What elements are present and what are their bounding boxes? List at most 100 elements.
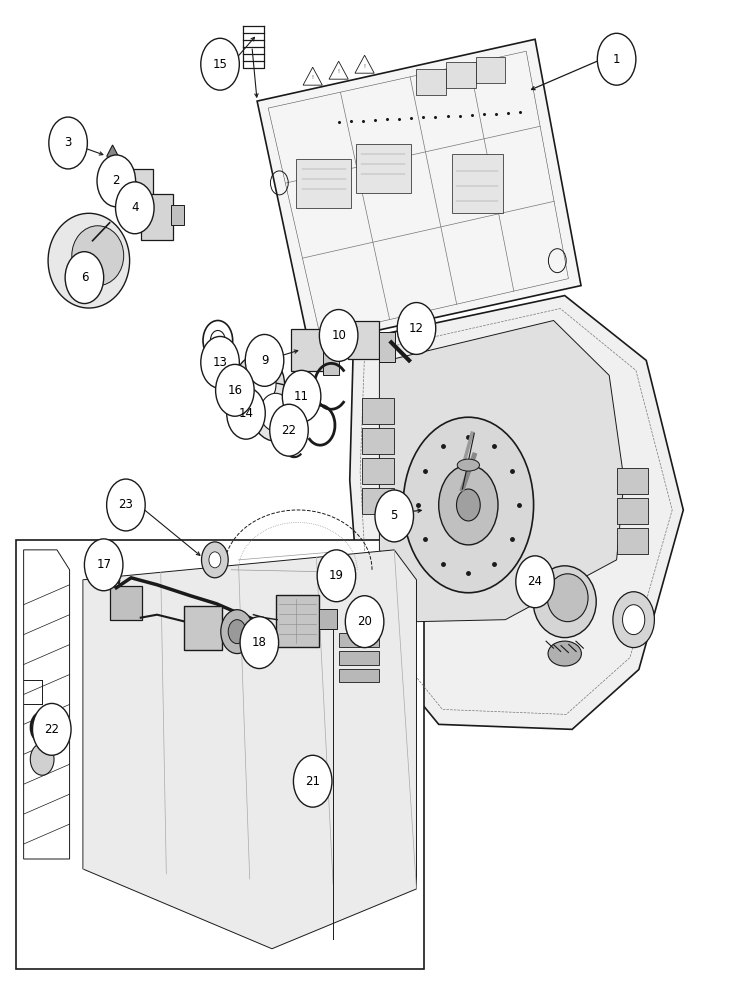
Ellipse shape: [251, 383, 300, 441]
Circle shape: [317, 550, 356, 602]
Text: 23: 23: [118, 498, 133, 511]
Text: 11: 11: [294, 390, 309, 403]
Circle shape: [115, 182, 154, 234]
Text: !: !: [312, 75, 314, 80]
Circle shape: [65, 252, 103, 304]
Text: 24: 24: [527, 575, 542, 588]
FancyBboxPatch shape: [617, 528, 648, 554]
FancyBboxPatch shape: [617, 468, 648, 494]
Circle shape: [403, 417, 533, 593]
Circle shape: [84, 539, 123, 591]
Circle shape: [216, 364, 254, 416]
FancyBboxPatch shape: [617, 498, 648, 524]
Text: 22: 22: [45, 723, 60, 736]
Circle shape: [97, 155, 135, 207]
Text: 12: 12: [409, 322, 424, 335]
Text: 17: 17: [96, 558, 111, 571]
Circle shape: [516, 556, 554, 608]
FancyBboxPatch shape: [362, 458, 394, 484]
Circle shape: [106, 479, 145, 531]
Text: !: !: [364, 64, 365, 69]
Circle shape: [33, 703, 71, 755]
FancyBboxPatch shape: [124, 169, 153, 205]
FancyBboxPatch shape: [296, 159, 351, 208]
Circle shape: [623, 605, 645, 635]
Polygon shape: [379, 320, 624, 622]
FancyBboxPatch shape: [184, 606, 222, 650]
Circle shape: [375, 490, 414, 542]
Text: 9: 9: [261, 354, 269, 367]
FancyBboxPatch shape: [475, 57, 505, 83]
Circle shape: [227, 387, 266, 439]
FancyBboxPatch shape: [339, 669, 379, 682]
FancyBboxPatch shape: [319, 609, 337, 629]
Ellipse shape: [243, 364, 276, 404]
Text: 19: 19: [329, 569, 344, 582]
Circle shape: [249, 620, 275, 656]
Polygon shape: [350, 296, 683, 729]
Circle shape: [201, 336, 240, 388]
Circle shape: [246, 334, 283, 386]
Text: 2: 2: [112, 174, 120, 187]
FancyBboxPatch shape: [446, 62, 475, 88]
Ellipse shape: [234, 354, 284, 414]
FancyBboxPatch shape: [362, 398, 394, 424]
Circle shape: [228, 620, 246, 644]
Ellipse shape: [548, 574, 588, 622]
Text: 22: 22: [281, 424, 296, 437]
Text: 6: 6: [80, 271, 88, 284]
Circle shape: [397, 303, 436, 354]
Circle shape: [345, 596, 384, 648]
Circle shape: [209, 552, 221, 568]
FancyBboxPatch shape: [417, 69, 446, 95]
FancyBboxPatch shape: [339, 651, 379, 665]
Text: 16: 16: [228, 384, 243, 397]
Text: 5: 5: [391, 509, 398, 522]
FancyBboxPatch shape: [362, 488, 394, 514]
Polygon shape: [257, 39, 581, 345]
FancyBboxPatch shape: [379, 332, 395, 362]
FancyBboxPatch shape: [109, 586, 142, 620]
Ellipse shape: [458, 459, 479, 471]
Text: 14: 14: [239, 407, 254, 420]
Ellipse shape: [72, 226, 124, 286]
Ellipse shape: [548, 641, 581, 666]
Text: 4: 4: [131, 201, 138, 214]
Text: 10: 10: [331, 329, 346, 342]
Circle shape: [319, 310, 358, 361]
Ellipse shape: [48, 213, 129, 308]
Circle shape: [613, 592, 655, 648]
Text: 15: 15: [213, 58, 228, 71]
Ellipse shape: [533, 566, 596, 638]
Circle shape: [31, 743, 54, 775]
Circle shape: [201, 38, 240, 90]
Text: 3: 3: [65, 136, 71, 149]
FancyBboxPatch shape: [452, 154, 503, 213]
Text: !: !: [338, 69, 340, 74]
FancyBboxPatch shape: [141, 194, 173, 240]
Text: 13: 13: [213, 356, 228, 369]
Polygon shape: [16, 540, 424, 969]
FancyBboxPatch shape: [339, 633, 379, 647]
Circle shape: [240, 617, 278, 669]
Circle shape: [256, 629, 269, 647]
Circle shape: [221, 610, 254, 654]
Circle shape: [202, 542, 228, 578]
Polygon shape: [83, 550, 417, 949]
Circle shape: [270, 404, 308, 456]
Circle shape: [282, 370, 321, 422]
FancyBboxPatch shape: [348, 321, 379, 359]
Text: 1: 1: [613, 53, 620, 66]
Circle shape: [49, 117, 87, 169]
Circle shape: [439, 465, 498, 545]
FancyBboxPatch shape: [323, 343, 339, 375]
Circle shape: [597, 33, 636, 85]
FancyBboxPatch shape: [291, 329, 324, 371]
FancyBboxPatch shape: [362, 428, 394, 454]
Polygon shape: [107, 145, 118, 167]
FancyBboxPatch shape: [275, 595, 319, 647]
Text: 20: 20: [357, 615, 372, 628]
Text: 21: 21: [305, 775, 320, 788]
Circle shape: [457, 489, 480, 521]
Circle shape: [293, 755, 332, 807]
